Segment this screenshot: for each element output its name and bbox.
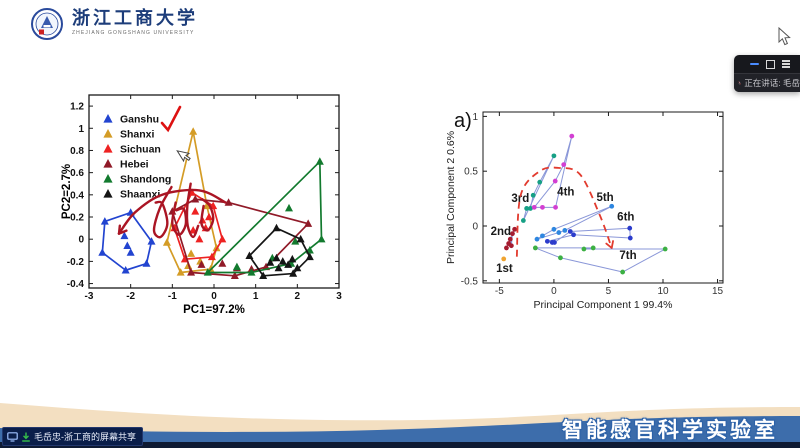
axes: -5 0 5 10 15 -0.5 0 0.5 1 Principal Component 1 9… [445,111,724,311]
pca-provinces-chart: -3 -2 -1 0 1 2 3 -0.4 -0.2 0 0.2 0.4 0.6 0.8 1 1.2 PC1=9… [61,94,342,316]
svg-text:Shaanxi: Shaanxi [120,189,160,201]
svg-text:0.5: 0.5 [464,167,478,178]
cluster-label-1st: 1st [496,263,513,275]
svg-text:0.4: 0.4 [70,190,84,201]
svg-text:0: 0 [78,235,84,246]
legend: Ganshu Shanxi Sichuan Hebei Shandong Shaanxi [103,105,182,201]
svg-text:-2: -2 [126,291,135,302]
svg-text:a): a) [454,110,472,132]
axes: -3 -2 -1 0 1 2 3 -0.4 -0.2 0 0.2 0.4 0.6 0.8 1 1.2 PC1=9… [61,94,342,316]
series-Ganshu [98,208,156,274]
svg-text:Hebei: Hebei [120,159,149,171]
svg-text:0.8: 0.8 [70,146,84,157]
svg-text:-0.4: -0.4 [67,279,85,290]
svg-text:PC1=97.2%: PC1=97.2% [183,304,245,316]
svg-text:-3: -3 [85,291,94,302]
svg-text:1: 1 [472,112,478,123]
svg-text:Sichuan: Sichuan [120,144,161,156]
svg-text:0: 0 [211,291,217,302]
mic-muted-icon [738,81,741,85]
svg-text:1: 1 [78,124,84,135]
svg-text:0: 0 [472,222,478,233]
university-emblem-icon [31,8,63,40]
cluster-label-3rd: 3rd [511,193,529,205]
chart-pca-provinces: -3 -2 -1 0 1 2 3 -0.4 -0.2 0 0.2 0.4 0.6 0.8 1 1.2 PC1=9… [61,94,342,316]
svg-text:5: 5 [606,286,612,297]
series-7th [532,245,668,275]
svg-text:Ganshu: Ganshu [120,114,159,126]
svg-text:1.2: 1.2 [70,102,84,113]
svg-text:-1: -1 [168,291,177,302]
series-1st [501,256,507,262]
svg-text:3: 3 [336,291,342,302]
svg-text:1: 1 [253,291,259,302]
dashed-arc-annotation [515,166,614,257]
university-logo: 浙江工商大学 ZHEJIANG GONGSHANG UNIVERSITY [30,6,198,48]
minimize-button[interactable] [750,63,759,65]
svg-text:Shandong: Shandong [120,174,171,186]
svg-text:10: 10 [657,286,669,297]
university-name-en: ZHEJIANG GONGSHANG UNIVERSITY [72,30,195,36]
svg-text:-0.2: -0.2 [67,257,85,268]
series-5th [534,203,615,242]
share-badge-text: 毛岳忠-浙工商的屏幕共享 [34,432,136,442]
svg-text:0.6: 0.6 [70,168,84,179]
pca-storage-time-chart: -5 0 5 10 15 -0.5 0 0.5 1 Principal Component 1 9… [445,110,724,311]
cluster-label-7th: 7th [619,250,636,262]
cluster-label-4th: 4th [557,186,574,198]
share-arrow-icon [22,432,30,442]
svg-text:0: 0 [551,286,557,297]
svg-text:15: 15 [712,286,724,297]
svg-text:2: 2 [295,291,301,302]
cluster-label-5th: 5th [596,192,613,204]
university-name-cn: 浙江工商大学 [72,8,198,28]
menu-button[interactable] [782,60,790,68]
svg-text:0.2: 0.2 [70,213,84,224]
svg-text:Principal Component 1 99.4%: Principal Component 1 99.4% [534,299,673,311]
footer-wave [0,403,800,448]
series-Shaanxi [245,223,314,279]
chart-pca-storage-time: -5 0 5 10 15 -0.5 0 0.5 1 Principal Component 1 9… [445,110,724,311]
svg-text:Principal Component 2 0.6%: Principal Component 2 0.6% [445,131,457,264]
monitor-icon [7,431,18,442]
mouse-cursor-icon [778,27,791,46]
logo-seal-icon [39,29,44,35]
svg-text:PC2=2.7%: PC2=2.7% [61,164,73,219]
speaking-status: 正在讲话: 毛岳 [744,78,800,88]
svg-text:Shanxi: Shanxi [120,129,155,141]
svg-text:-5: -5 [495,286,504,297]
cluster-label-2nd: 2nd [491,226,511,238]
legend-checkmark-annotation [160,105,182,133]
svg-text:-0.5: -0.5 [461,276,479,287]
restore-button[interactable] [766,59,775,69]
pen-scribble-annotation [117,182,227,239]
screen-share-badge: 毛岳忠-浙工商的屏幕共享 [2,427,143,446]
cluster-label-6th: 6th [617,212,634,224]
lab-title: 智能感官科学实验室 [562,419,778,442]
meeting-panel: 正在讲话: 毛岳 [734,55,800,92]
series-6th [544,225,633,245]
series-4th [531,133,575,210]
plot-cursor-icon [176,150,191,163]
series-3rd [520,153,557,223]
series-2nd [504,226,518,251]
